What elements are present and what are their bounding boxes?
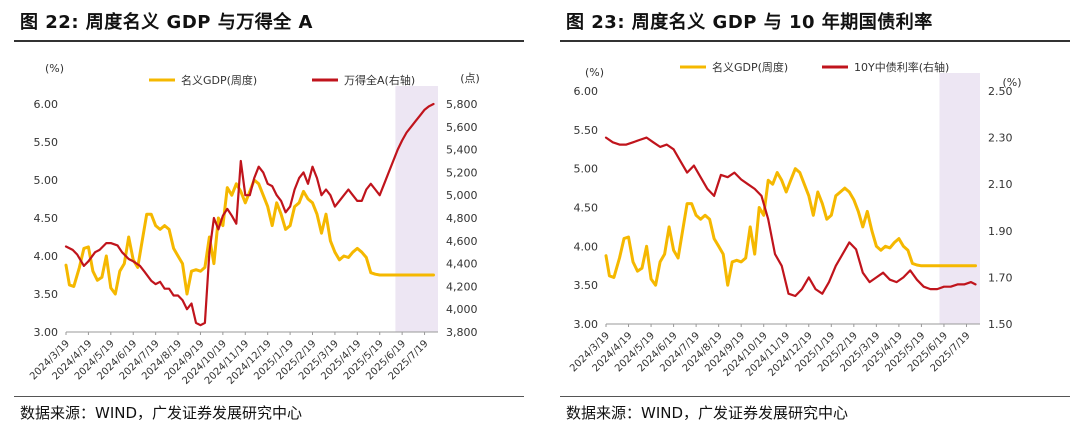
right-tick-label: 3,800 — [446, 326, 478, 339]
left-tick-label: 4.00 — [574, 240, 599, 253]
legend-label: 10Y中债利率(右轴) — [854, 60, 949, 74]
series-line-left — [64, 178, 435, 296]
left-tick-label: 3.00 — [574, 318, 599, 331]
left-tick-label: 5.00 — [574, 163, 599, 176]
right-tick-label: 5,600 — [446, 121, 478, 134]
right-tick-label: 1.70 — [988, 271, 1013, 284]
right-tick-label: 4,600 — [446, 235, 478, 248]
right-tick-label: 5,000 — [446, 189, 478, 202]
source-divider — [14, 396, 524, 397]
series-line-left — [604, 167, 977, 287]
source-note: 数据来源：WIND，广发证券发展研究中心 — [20, 404, 303, 422]
left-tick-label: 5.50 — [574, 124, 599, 137]
right-tick-label: 4,400 — [446, 258, 478, 271]
highlight-band — [395, 86, 438, 332]
series-line-right — [64, 102, 435, 327]
series-line-right — [604, 136, 977, 298]
right-tick-label: 4,800 — [446, 212, 478, 225]
source-divider — [560, 396, 1070, 397]
right-tick-label: 1.90 — [988, 225, 1013, 238]
left-tick-label: 6.00 — [34, 98, 59, 111]
figure-22: 图 22: 周度名义 GDP 与万得全 A (%) (点) 6.00 5.50 5.00… — [14, 0, 534, 436]
left-tick-label: 4.00 — [34, 250, 59, 263]
legend-label: 万得全A(右轴) — [344, 73, 415, 87]
left-axis-unit: (%) — [585, 66, 604, 79]
right-tick-label: 4,200 — [446, 280, 478, 293]
left-tick-label: 3.50 — [574, 279, 599, 292]
chart-gdp-10y-yield: (%) (%) 6.00 5.50 5.00 4.50 4.00 3.50 3.00 2.50 2.… — [568, 60, 1021, 379]
left-tick-label: 3.50 — [34, 288, 59, 301]
chart-gdp-wind-a: (%) (点) 6.00 5.50 5.00 4.50 4.00 3.50 3.00 5,800 5… — [28, 62, 480, 387]
title-divider — [14, 40, 524, 42]
left-axis-unit: (%) — [45, 62, 64, 75]
right-tick-label: 5,400 — [446, 144, 478, 157]
legend-label: 名义GDP(周度) — [181, 73, 257, 87]
right-tick-label: 4,000 — [446, 303, 478, 316]
left-tick-label: 4.50 — [34, 212, 59, 225]
right-tick-label: 5,800 — [446, 98, 478, 111]
right-tick-label: 5,200 — [446, 166, 478, 179]
right-tick-label: 1.50 — [988, 318, 1013, 331]
right-tick-label: 2.10 — [988, 178, 1013, 191]
left-tick-label: 5.00 — [34, 174, 59, 187]
source-note: 数据来源：WIND，广发证券发展研究中心 — [566, 404, 849, 422]
figure-title: 图 22: 周度名义 GDP 与万得全 A — [20, 12, 313, 33]
figure-23: 图 23: 周度名义 GDP 与 10 年期国债利率 (%) (%) 6.00 5.5… — [560, 0, 1080, 436]
title-divider — [560, 40, 1070, 42]
right-tick-label: 2.50 — [988, 85, 1013, 98]
legend-label: 名义GDP(周度) — [712, 60, 788, 74]
left-tick-label: 5.50 — [34, 136, 59, 149]
figure-title: 图 23: 周度名义 GDP 与 10 年期国债利率 — [566, 12, 933, 33]
left-tick-label: 3.00 — [34, 326, 59, 339]
right-axis-unit: (%) — [1002, 76, 1021, 89]
right-axis-unit: (点) — [460, 72, 480, 85]
left-tick-label: 6.00 — [574, 85, 599, 98]
right-tick-label: 2.30 — [988, 132, 1013, 145]
left-tick-label: 4.50 — [574, 202, 599, 215]
